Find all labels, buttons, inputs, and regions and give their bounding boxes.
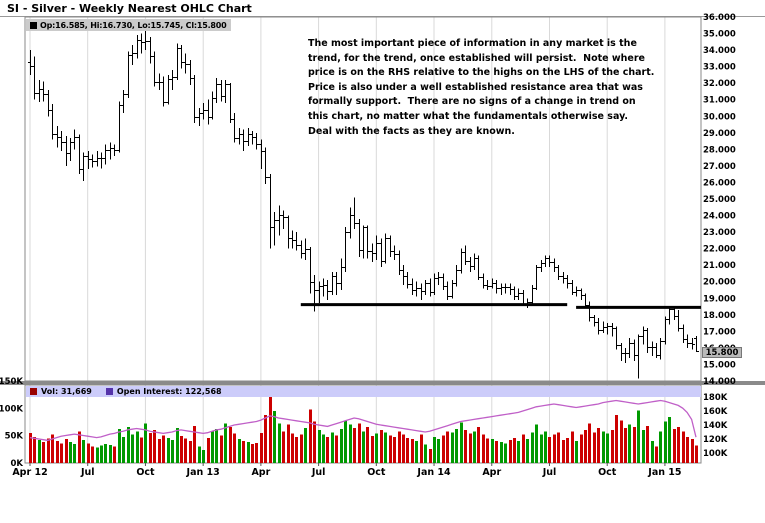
- svg-text:Oct: Oct: [598, 467, 617, 478]
- svg-text:31.000: 31.000: [703, 96, 736, 106]
- svg-text:35.000: 35.000: [703, 30, 736, 40]
- svg-text:160K: 160K: [703, 407, 728, 417]
- svg-text:25.000: 25.000: [703, 195, 736, 205]
- ohlc-legend: Op:16.585, Hi:16.730, Lo:15.745, Cl:15.8…: [26, 19, 231, 31]
- price-axis-labels: 36.000 35.000 34.000 33.000 32.000 31.000 30.0…: [703, 13, 736, 387]
- open-interest-axis-labels: 180K 160K 140K 120K 100K: [703, 393, 728, 459]
- svg-text:26.000: 26.000: [703, 179, 736, 189]
- x-axis-labels: Apr 12 Jul Oct Jan 13 Apr Jul Oct Jan 14 Apr Jul O…: [12, 463, 682, 478]
- svg-text:28.000: 28.000: [703, 145, 736, 155]
- svg-text:34.000: 34.000: [703, 46, 736, 56]
- svg-text:Jan 13: Jan 13: [186, 467, 220, 478]
- svg-text:17.000: 17.000: [703, 327, 736, 337]
- svg-text:120K: 120K: [703, 435, 728, 445]
- svg-text:19.000: 19.000: [703, 294, 736, 304]
- svg-text:180K: 180K: [703, 393, 728, 403]
- svg-text:24.000: 24.000: [703, 212, 736, 222]
- svg-text:Jan 15: Jan 15: [647, 467, 681, 478]
- svg-text:Apr: Apr: [251, 467, 270, 478]
- svg-text:Apr: Apr: [482, 467, 501, 478]
- svg-text:50K: 50K: [5, 432, 24, 442]
- open-interest-swatch-icon: [105, 388, 113, 395]
- annotation-text: The most important piece of information …: [308, 38, 655, 137]
- svg-text:100K: 100K: [0, 404, 23, 414]
- open-interest-line: [29, 399, 697, 442]
- resistance-lines: [300, 303, 701, 309]
- ohlc-bars: [28, 26, 699, 379]
- svg-text:29.000: 29.000: [703, 129, 736, 139]
- svg-text:23.000: 23.000: [703, 228, 736, 238]
- volume-legend-text: Vol: 31,669: [41, 387, 92, 396]
- svg-text:Jul: Jul: [542, 467, 557, 478]
- svg-text:30.000: 30.000: [703, 112, 736, 122]
- svg-text:32.000: 32.000: [703, 79, 736, 89]
- svg-text:0K: 0K: [10, 459, 23, 469]
- svg-text:Jul: Jul: [311, 467, 326, 478]
- ohlc-swatch-icon: [30, 21, 37, 29]
- svg-text:18.000: 18.000: [703, 311, 736, 321]
- svg-text:Jul: Jul: [80, 467, 95, 478]
- svg-text:100K: 100K: [703, 449, 728, 459]
- svg-text:Oct: Oct: [136, 467, 155, 478]
- svg-text:21.000: 21.000: [703, 261, 736, 271]
- svg-text:140K: 140K: [703, 421, 728, 431]
- svg-text:22.000: 22.000: [703, 245, 736, 255]
- volume-swatch-icon: [30, 388, 37, 395]
- svg-text:14.000: 14.000: [703, 377, 736, 387]
- svg-text:15.000: 15.000: [703, 361, 736, 371]
- ohlc-legend-text: Op:16.585, Hi:16.730, Lo:15.745, Cl:15.8…: [40, 20, 227, 30]
- open-interest-legend-text: Open Interest: 122,568: [116, 387, 222, 396]
- chart-frame: [0, 16, 765, 464]
- svg-text:33.000: 33.000: [703, 63, 736, 73]
- svg-text:150K: 150K: [0, 377, 23, 387]
- chart-title: SI - Silver - Weekly Nearest OHLC Chart: [7, 2, 252, 15]
- volume-bars: [29, 391, 698, 463]
- svg-text:Apr 12: Apr 12: [12, 467, 47, 478]
- volume-legend: Vol: 31,669 Open Interest: 122,568: [26, 386, 701, 397]
- svg-text:Oct: Oct: [367, 467, 386, 478]
- svg-text:36.000: 36.000: [703, 13, 736, 23]
- volume-axis-labels: 150K 100K 50K 0K: [0, 377, 23, 469]
- last-price-label: 15.800: [702, 347, 742, 358]
- svg-text:27.000: 27.000: [703, 162, 736, 172]
- svg-text:20.000: 20.000: [703, 278, 736, 288]
- svg-text:Jan 14: Jan 14: [416, 467, 451, 478]
